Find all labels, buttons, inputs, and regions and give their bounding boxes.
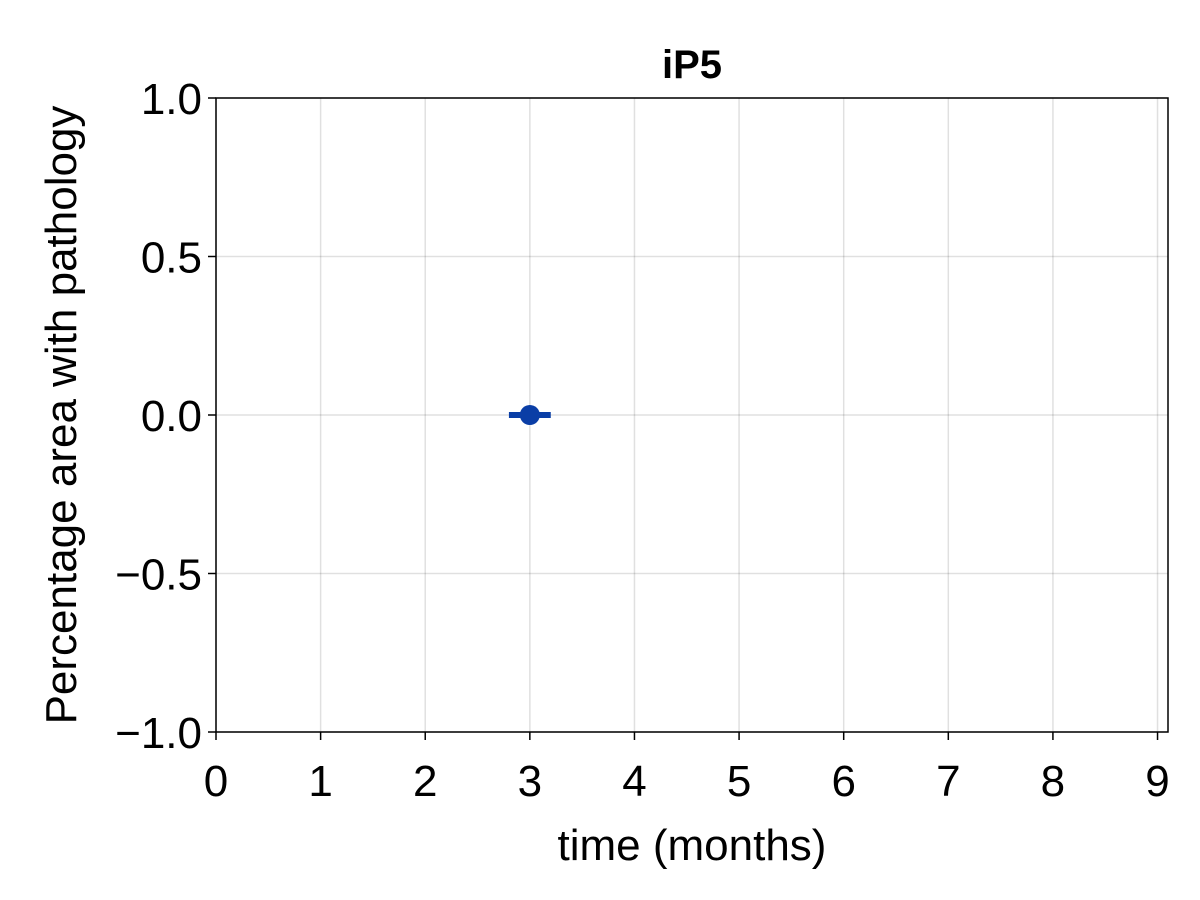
x-tick-label: 4 (622, 757, 646, 806)
x-tick-label: 7 (936, 757, 960, 806)
y-tick-label: 1.0 (141, 75, 202, 124)
y-axis-label: Percentage area with pathology (37, 106, 86, 725)
x-tick-label: 1 (308, 757, 332, 806)
y-tick-labels: −1.0 −0.5 0.0 0.5 1.0 (115, 75, 202, 758)
x-tick-label: 6 (831, 757, 855, 806)
y-tick-label: 0.0 (141, 392, 202, 441)
x-tick-label: 8 (1041, 757, 1065, 806)
x-axis-label: time (months) (558, 821, 827, 870)
x-tick-label: 2 (413, 757, 437, 806)
x-tick-label: 3 (518, 757, 542, 806)
x-tick-label: 0 (204, 757, 228, 806)
data-point (519, 405, 540, 425)
y-tick-label: 0.5 (141, 234, 202, 283)
y-tick-label: −1.0 (115, 709, 202, 758)
plot-data (508, 405, 551, 425)
x-tick-labels: 0 1 2 3 4 5 6 7 8 9 (204, 757, 1170, 806)
y-tick-label: −0.5 (115, 551, 202, 600)
ticks (208, 97, 1159, 740)
x-tick-label: 5 (727, 757, 751, 806)
chart-title: iP5 (662, 43, 722, 87)
x-tick-label: 9 (1145, 757, 1169, 806)
